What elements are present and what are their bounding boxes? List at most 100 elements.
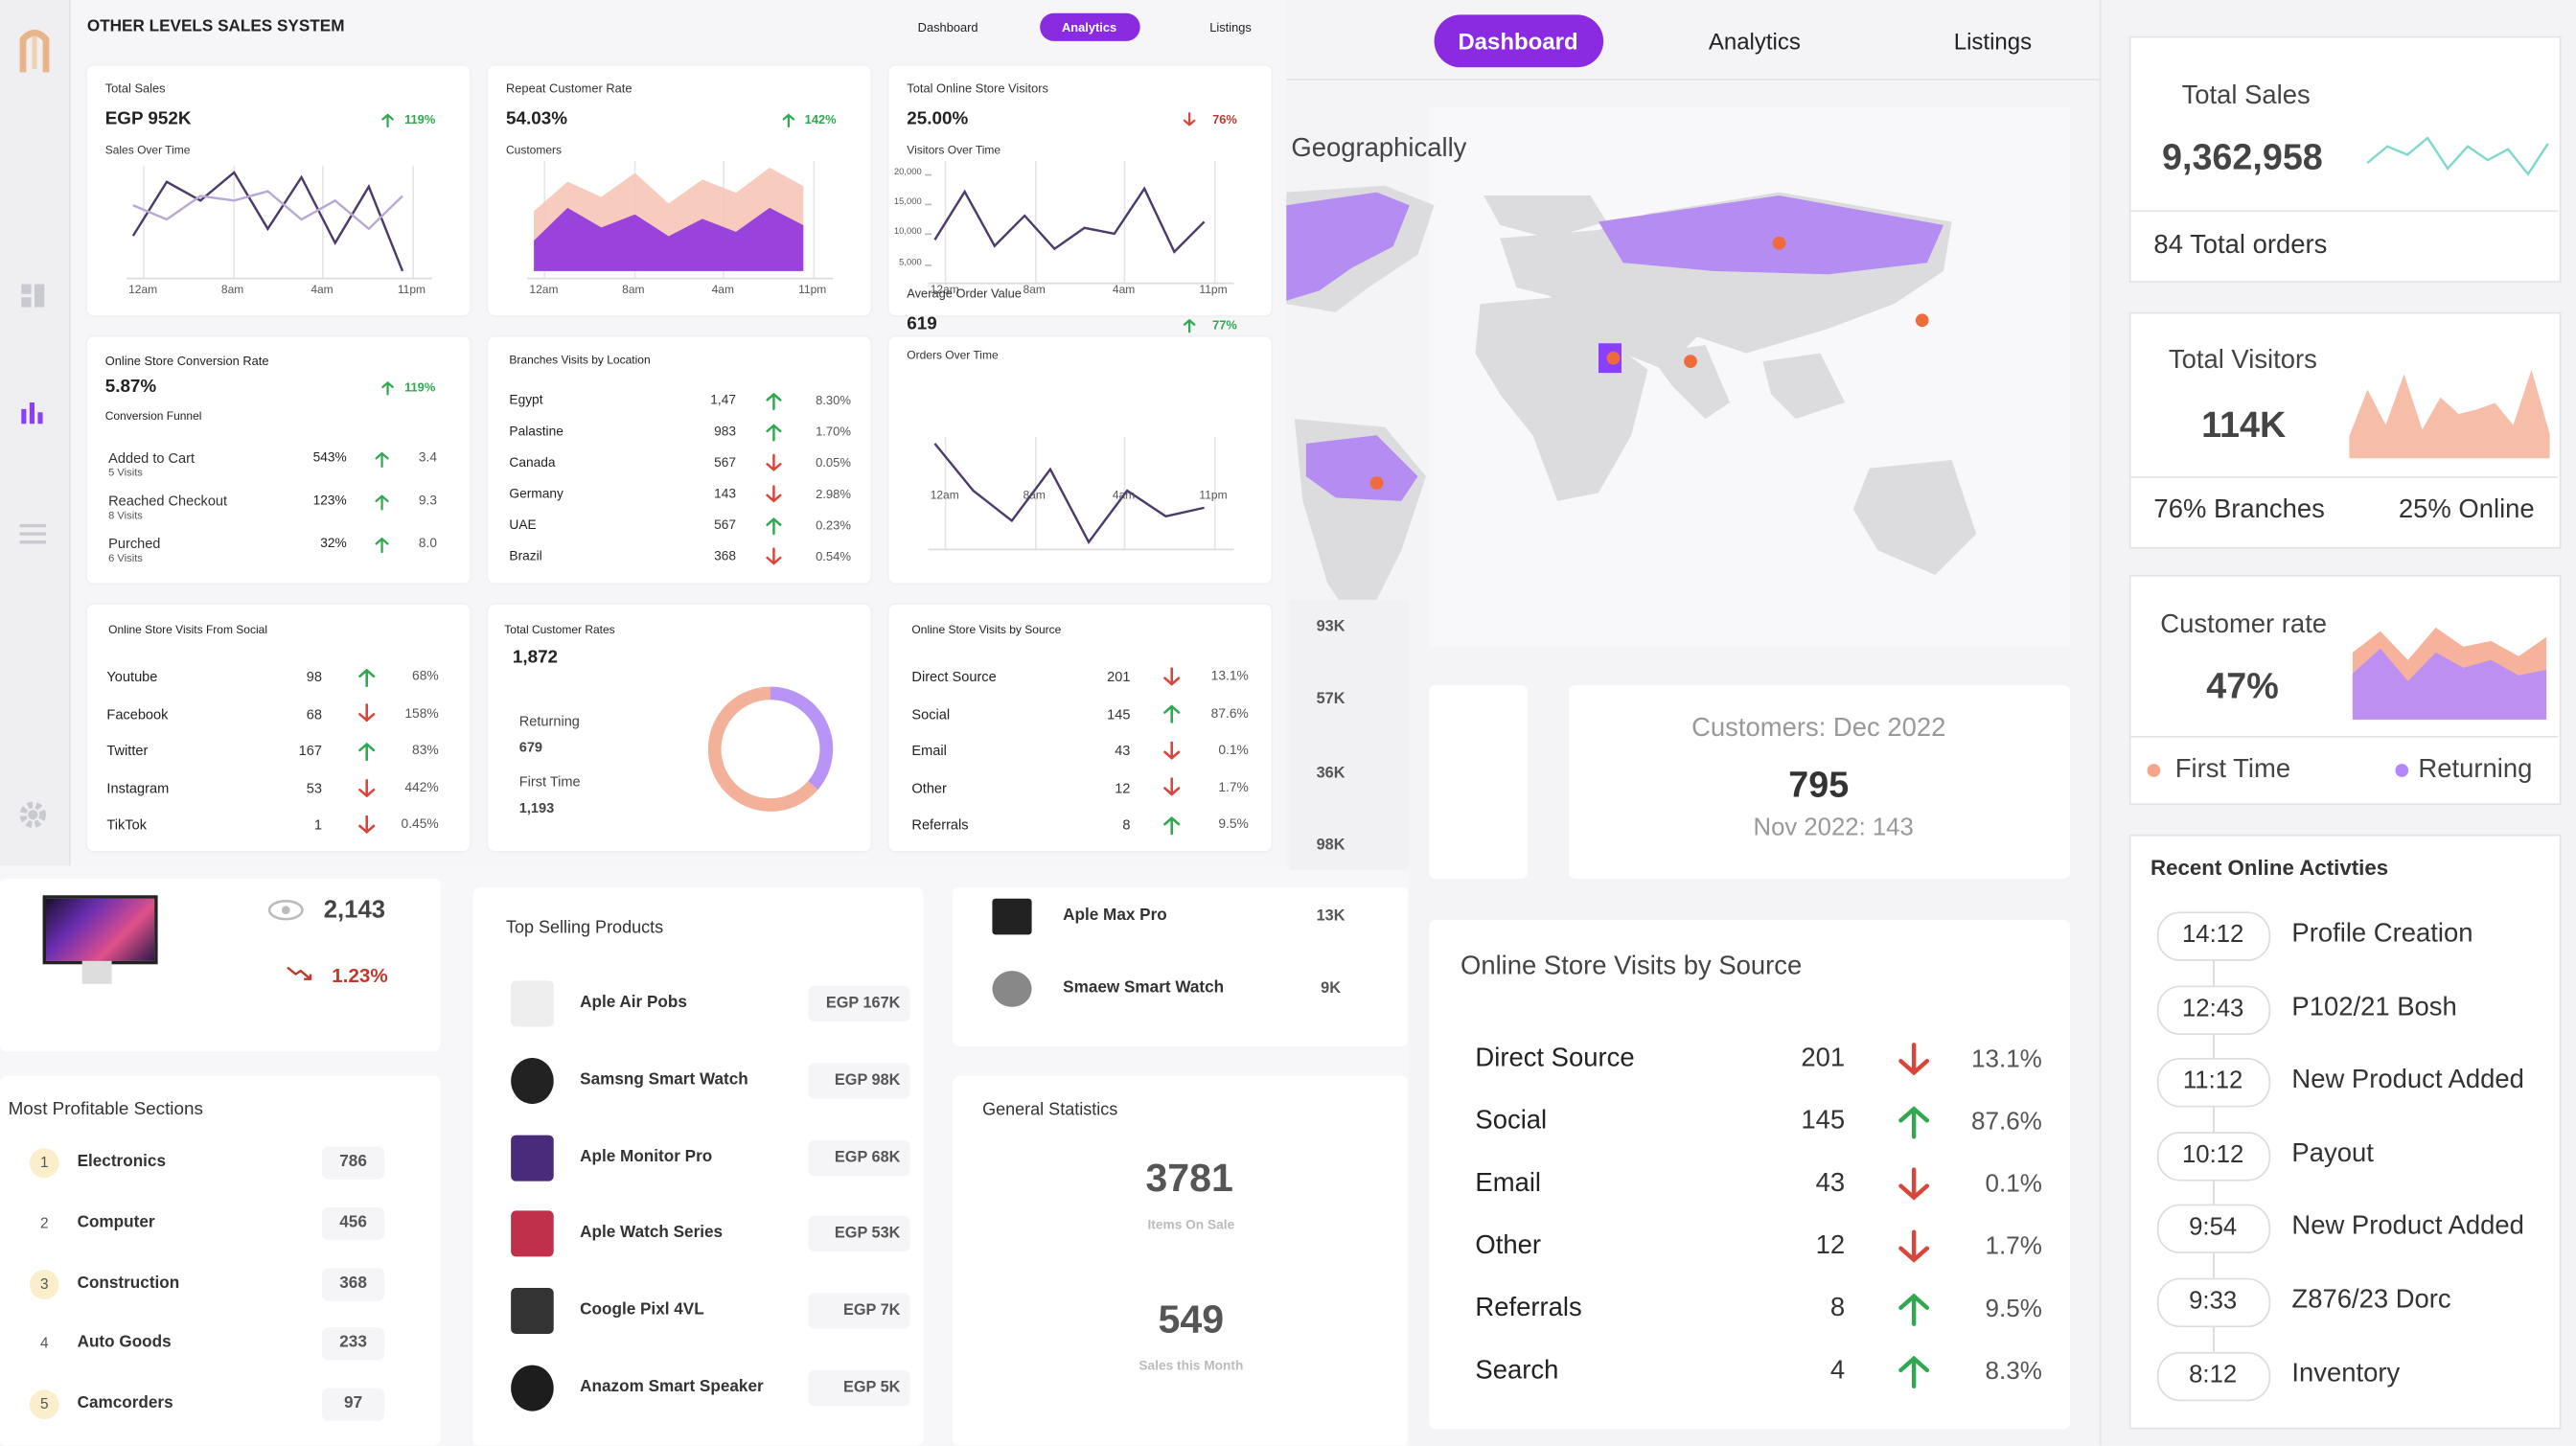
activity-time: 9:54: [2189, 1213, 2238, 1242]
sidebar-icon-active[interactable]: [20, 400, 46, 425]
legend-dot: [2147, 764, 2161, 777]
branch-name: Palastine: [509, 424, 564, 439]
branch-name: UAE: [509, 517, 537, 533]
axis-line: [126, 277, 432, 280]
tab[interactable]: Listings: [1209, 20, 1252, 35]
kpi-label: Repeat Customer Rate: [506, 80, 632, 96]
product-name[interactable]: Aple Watch Series: [580, 1224, 724, 1243]
stat-label: Sales this Month: [1138, 1358, 1244, 1374]
area: [2352, 648, 2547, 720]
side-number: 93K: [1316, 618, 1346, 636]
product-name[interactable]: Aple Max Pro: [1063, 907, 1167, 926]
trend-arrow: [1162, 704, 1180, 724]
visit-value: 12: [1815, 1231, 1846, 1260]
trend-arrow: [1183, 318, 1196, 333]
section-name: Construction: [77, 1274, 180, 1293]
arrow-shape: [766, 392, 782, 411]
tab[interactable]: Analytics: [1708, 28, 1801, 55]
trend-arrow: [1183, 112, 1196, 126]
sidebar: [0, 0, 71, 866]
product-thumb: [992, 971, 1032, 1007]
product-name[interactable]: Anazom Smart Speaker: [580, 1378, 764, 1397]
eye: [267, 900, 304, 921]
activity-time: 10:12: [2181, 1140, 2244, 1169]
x-tick-label: 8am: [622, 285, 645, 297]
arrow-shape: [1898, 1293, 1930, 1326]
value-pill: [322, 1327, 385, 1362]
product-name[interactable]: Smaew Smart Watch: [1063, 978, 1225, 998]
legend-label: Returning: [2418, 755, 2533, 784]
product-name[interactable]: Aple Monitor Pro: [580, 1147, 713, 1166]
card: [888, 65, 1272, 316]
tab[interactable]: Analytics: [1061, 20, 1117, 35]
activity-label[interactable]: P102/21 Bosh: [2291, 993, 2457, 1021]
product-name[interactable]: Aple Air Pobs: [580, 994, 687, 1013]
trend-arrow: [1162, 815, 1180, 835]
arrow-shape: [766, 547, 782, 565]
activity-label[interactable]: Payout: [2291, 1139, 2374, 1168]
funnel-visits: 5 Visits: [108, 468, 143, 480]
social-pct: 83%: [412, 743, 439, 758]
tab[interactable]: Dashboard: [917, 20, 978, 35]
product-thumb: [511, 1288, 554, 1335]
sidebar-icon[interactable]: [20, 283, 46, 309]
branch-value: 1,47: [710, 392, 737, 408]
source-value: 201: [1107, 668, 1131, 685]
product-name[interactable]: Coogle Pixl 4VL: [580, 1301, 704, 1320]
card: [488, 336, 871, 584]
product-name[interactable]: Samsng Smart Watch: [580, 1070, 748, 1090]
branch-pct: 0.54%: [816, 548, 852, 564]
arrow-shape: [1183, 112, 1196, 126]
source-pct: 0.1%: [1218, 742, 1249, 758]
arrow-shape: [374, 450, 388, 468]
side-number: 36K: [1316, 763, 1346, 782]
kpi-change: 119%: [404, 379, 436, 395]
product-image: [42, 895, 158, 965]
settings-icon[interactable]: [18, 800, 48, 830]
arrow-shape: [357, 778, 375, 797]
activity-label[interactable]: Z876/23 Dorc: [2291, 1286, 2451, 1315]
tab[interactable]: Dashboard: [1458, 28, 1578, 55]
blank-card: [1429, 684, 1529, 880]
activity-label[interactable]: Inventory: [2291, 1359, 2401, 1388]
tick-mark: [925, 173, 932, 175]
metric-value: 47%: [2206, 665, 2279, 707]
visit-name: Search: [1475, 1357, 1559, 1386]
social-value: 98: [306, 668, 323, 685]
rank-badge: [29, 1329, 59, 1360]
divider: [2128, 210, 2559, 213]
line: [131, 171, 404, 272]
area: [534, 207, 804, 271]
trend-arrow: [357, 668, 375, 687]
metric-sub: 84 Total orders: [2153, 231, 2328, 260]
activity-time: 11:12: [2182, 1067, 2243, 1095]
rank: 4: [39, 1335, 49, 1352]
x-tick-label: 11pm: [397, 285, 426, 297]
trend-arrow: [1898, 1167, 1930, 1201]
activity-label[interactable]: Profile Creation: [2291, 920, 2473, 949]
source-pct: 13.1%: [1210, 668, 1249, 684]
activity-label[interactable]: New Product Added: [2291, 1066, 2524, 1095]
donut: [707, 686, 834, 812]
card-title: Total Customer Rates: [504, 625, 615, 637]
branch-value: 567: [714, 517, 737, 533]
time-pill: [2156, 1351, 2271, 1401]
visit-pct: 87.6%: [1971, 1108, 2042, 1136]
source-name: Social: [911, 704, 951, 723]
source-value: 43: [1115, 742, 1131, 759]
trend-arrow: [782, 113, 795, 128]
stat-value: 3781: [1145, 1156, 1233, 1202]
branch-value: 143: [714, 486, 737, 501]
arrow-shape: [1898, 1106, 1930, 1139]
tab[interactable]: Listings: [1953, 28, 2033, 55]
sidebar-icon[interactable]: [19, 522, 47, 545]
card-title: Online Store Visits by Source: [911, 625, 1062, 637]
line: [933, 186, 1206, 254]
funnel-pct: 543%: [312, 449, 347, 466]
trend-arrow: [374, 450, 388, 468]
activity-label[interactable]: New Product Added: [2291, 1212, 2524, 1241]
funnel-value: 9.3: [418, 493, 438, 508]
donut-segment: [707, 686, 818, 812]
arrow-shape: [766, 485, 782, 503]
